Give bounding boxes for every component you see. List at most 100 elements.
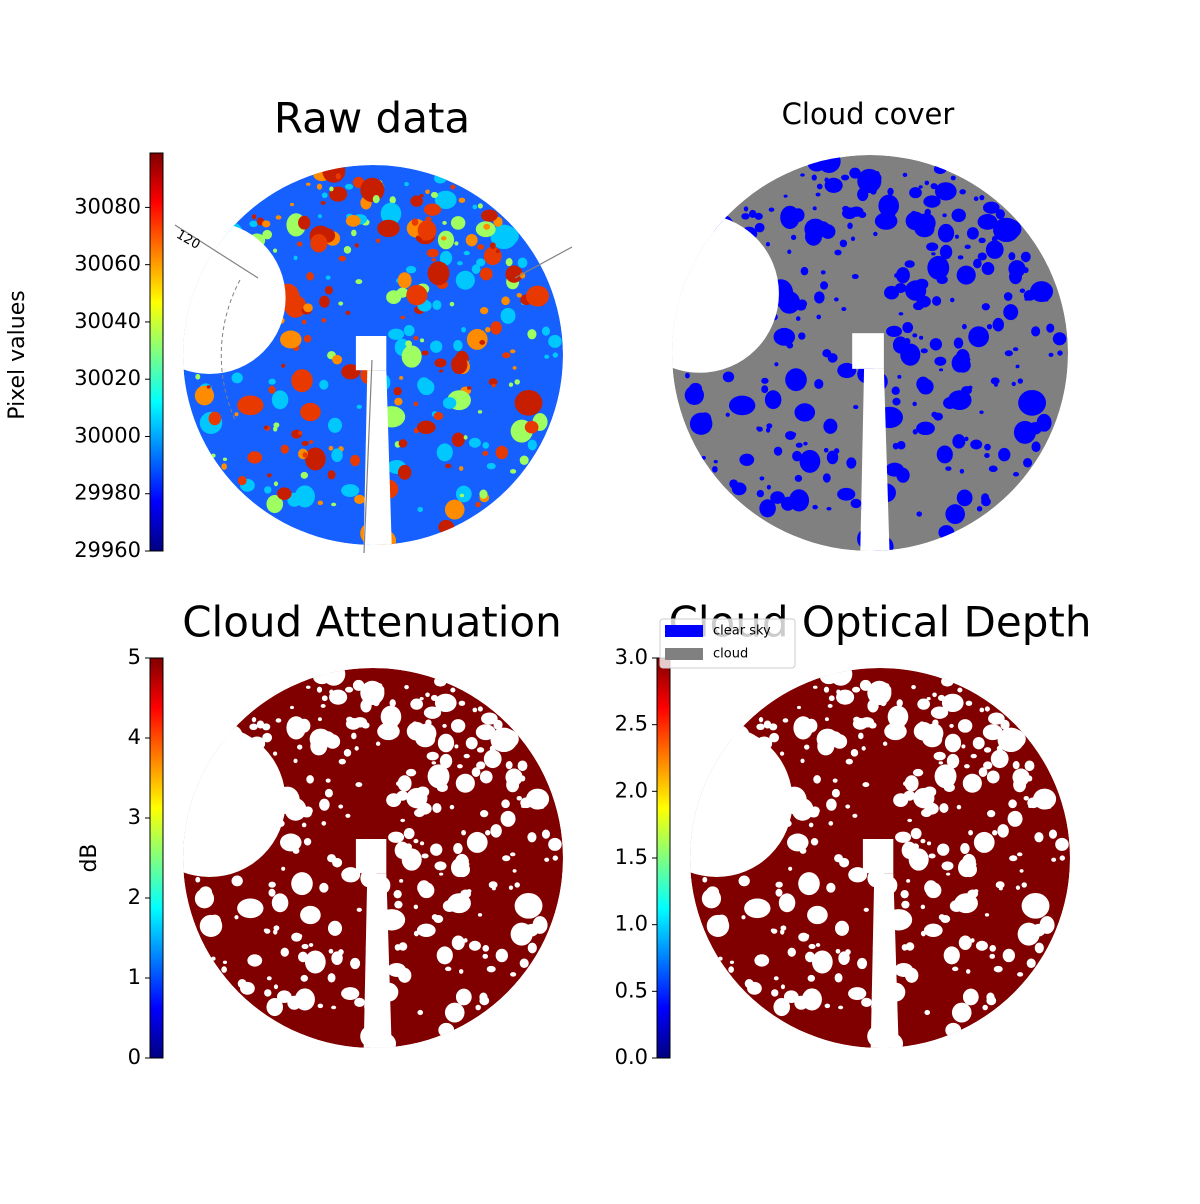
cloud-blob [790, 234, 797, 241]
cloud-blob [327, 470, 336, 480]
cloud-blob [324, 788, 333, 798]
cloud-blob [828, 821, 834, 826]
cloud-blob [526, 285, 550, 307]
cloud-blob [1008, 799, 1017, 809]
cloud-blob [273, 984, 279, 990]
cloud-blob [917, 698, 931, 710]
cloud-blob [810, 838, 819, 846]
cloud-blob [713, 459, 718, 464]
cloud-blob [996, 745, 1003, 752]
cloud-blob [317, 1003, 324, 1009]
cloud-blob [995, 209, 1005, 220]
cloud-blob [280, 444, 289, 454]
cloud-blob [455, 485, 472, 503]
cloud-blob [306, 182, 311, 186]
cloud-blob [433, 412, 444, 421]
cloud-blob [922, 738, 928, 743]
cloud-blob [931, 252, 936, 256]
cloud-blob [416, 923, 436, 938]
tick-label: 29960 [74, 538, 141, 562]
cloud-blob [482, 450, 489, 456]
cloud-blob [317, 500, 324, 506]
cloud-blob [417, 220, 437, 241]
cloud-blob [317, 717, 322, 722]
cloud-blob [770, 928, 775, 933]
cloud-blob [770, 491, 785, 504]
cloud-blob [978, 767, 988, 777]
cloud-blob [896, 699, 903, 707]
cloud-blob [907, 818, 913, 823]
cloud-blob [909, 261, 914, 266]
cloud-blob [332, 354, 343, 365]
cloud-blob [949, 723, 954, 728]
cloud-blob [459, 996, 465, 1001]
cloud-blob [445, 463, 452, 469]
cloud-blob [933, 164, 947, 175]
cloud-blob [983, 761, 993, 770]
cloud-blob [328, 445, 334, 451]
cloud-blob [300, 402, 321, 422]
cloud-blob [397, 775, 412, 792]
cloud-blob [780, 925, 787, 931]
cloud-blob [927, 255, 950, 280]
cloud-blob [221, 966, 227, 973]
cloud-blob [331, 502, 337, 507]
cloud-blob [984, 706, 990, 712]
mask-box [355, 336, 387, 371]
cloud-blob [970, 938, 975, 943]
cloud-blob [479, 843, 486, 848]
cloud-blob [846, 457, 857, 469]
cloud-blob [306, 775, 314, 784]
cloud-blob [956, 804, 962, 810]
cloud-blob [276, 990, 292, 1004]
cloud-blob [430, 340, 443, 353]
cloud-blob [440, 739, 447, 744]
cloud-blob [502, 855, 511, 862]
cloud-blob [419, 696, 424, 701]
cloud-blob [495, 948, 508, 963]
cloud-blob [754, 212, 763, 220]
cloud-blob [481, 712, 498, 725]
cloud-blob [411, 218, 419, 226]
cloud-blob [713, 888, 718, 892]
cloud-blob [458, 700, 466, 706]
cloud-blob [839, 857, 850, 868]
cloud-blob [394, 900, 403, 909]
cloud-blob [989, 953, 996, 959]
cloud-blob [1003, 304, 1019, 321]
cloud-blob [321, 821, 327, 826]
cloud-blob [541, 326, 551, 336]
cloud-blob [519, 455, 529, 466]
cloud-blob [491, 383, 496, 388]
cloud-blob [514, 882, 520, 888]
tick-label: 29980 [74, 481, 141, 505]
cloud-blob [329, 689, 348, 705]
cloud-blob [1021, 882, 1027, 888]
cloud-blob [858, 732, 864, 740]
cloud-blob [345, 813, 351, 818]
cloud-blob [354, 997, 366, 1008]
cloud-blob [439, 250, 453, 266]
guide-line [174, 224, 259, 279]
cloud-blob [510, 469, 517, 474]
guide-line [514, 246, 573, 279]
cloud-blob [773, 327, 796, 346]
cloud-blob [696, 384, 701, 388]
cloud-blob [444, 499, 465, 520]
cloud-blob [792, 432, 797, 437]
cloud-blob [290, 202, 295, 207]
cloud-blob [803, 441, 808, 446]
cloud-blob [431, 258, 437, 262]
cloud-blob [759, 476, 765, 481]
cloud-blob [438, 519, 455, 535]
cloud-blob [434, 676, 447, 687]
cloud-blob [910, 828, 922, 840]
cloud-blob [476, 761, 486, 770]
tick-label: 2.5 [615, 712, 648, 736]
cloud-blob [957, 719, 973, 733]
cloud-blob [959, 468, 965, 474]
cloud-blob [852, 718, 868, 730]
cloud-blob [807, 974, 816, 982]
cloud-blob [527, 832, 537, 843]
cloud-blob [823, 418, 838, 434]
